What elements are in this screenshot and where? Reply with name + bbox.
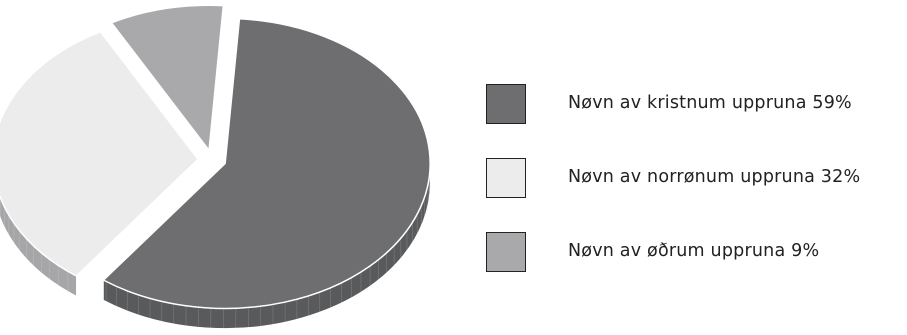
chart-legend: Nøvn av kristnum uppruna 59% Nøvn av nor…: [486, 84, 901, 306]
legend-item-other: Nøvn av øðrum uppruna 9%: [486, 232, 901, 278]
pie-slice-norse: [0, 31, 199, 277]
pie-slice-christian: [102, 18, 431, 310]
legend-label-christian: Nøvn av kristnum uppruna 59%: [568, 93, 852, 113]
legend-swatch-other: [486, 232, 526, 272]
pie-slice-other: [110, 4, 225, 152]
legend-item-norse: Nøvn av norrønum uppruna 32%: [486, 158, 901, 204]
legend-swatch-norse: [486, 158, 526, 198]
legend-swatch-christian: [486, 84, 526, 124]
legend-label-norse: Nøvn av norrønum uppruna 32%: [568, 167, 861, 187]
legend-item-christian: Nøvn av kristnum uppruna 59%: [486, 84, 901, 130]
legend-label-other: Nøvn av øðrum uppruna 9%: [568, 241, 820, 261]
